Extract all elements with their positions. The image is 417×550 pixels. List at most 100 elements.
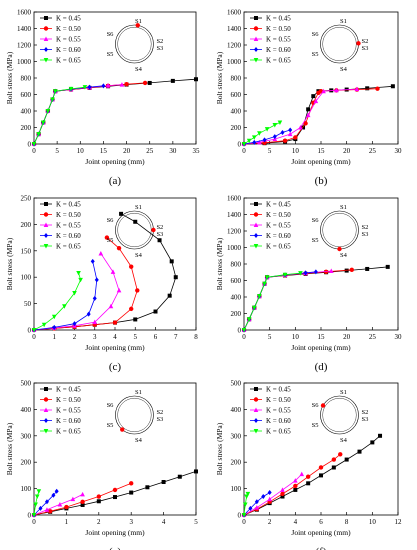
data-point xyxy=(272,134,277,140)
y-tick-label: 1000 xyxy=(227,58,242,66)
data-point xyxy=(261,494,266,500)
data-point xyxy=(133,317,138,322)
ring-label: S5 xyxy=(312,422,319,429)
data-point xyxy=(80,499,85,504)
legend-marker xyxy=(43,26,49,31)
data-point xyxy=(280,129,285,135)
data-point xyxy=(98,250,104,256)
y-tick-label: 200 xyxy=(231,124,242,132)
legend-marker xyxy=(44,233,48,238)
ring-label: S4 xyxy=(135,66,143,73)
data-point xyxy=(248,505,253,511)
x-tick-label: 20 xyxy=(343,333,351,341)
x-tick-label: 0 xyxy=(242,333,246,341)
data-point xyxy=(267,490,272,496)
data-point xyxy=(375,86,380,91)
legend-entry: K = 0.50 xyxy=(56,25,81,33)
legend-entry: K = 0.50 xyxy=(266,211,291,219)
data-point xyxy=(194,77,198,82)
data-point xyxy=(298,125,303,130)
data-point xyxy=(116,245,122,251)
data-point xyxy=(54,488,59,494)
y-tick-label: 400 xyxy=(21,406,32,414)
ring-label: S5 xyxy=(107,422,114,429)
data-point xyxy=(349,267,354,272)
data-point xyxy=(68,86,74,92)
series-0 xyxy=(242,264,390,332)
y-tick-label: 0 xyxy=(238,141,242,149)
data-point xyxy=(277,120,283,126)
data-point xyxy=(170,78,175,83)
data-point xyxy=(96,494,102,499)
data-point xyxy=(41,322,47,328)
legend-marker xyxy=(254,387,258,391)
data-point xyxy=(44,499,49,505)
legend-marker xyxy=(254,47,258,52)
x-tick-label: 5 xyxy=(134,333,138,341)
data-point xyxy=(116,287,122,293)
x-tick-label: 10 xyxy=(369,518,377,526)
ring-label: S1 xyxy=(135,18,142,25)
legend-marker xyxy=(253,222,259,227)
legend-entry: K = 0.60 xyxy=(56,46,81,54)
data-point xyxy=(246,317,252,322)
series-line xyxy=(243,272,301,331)
series-4 xyxy=(241,120,283,147)
x-axis-label: Joint opening (mm) xyxy=(85,528,145,537)
ring-label: S5 xyxy=(312,237,319,244)
y-tick-label: 1000 xyxy=(227,244,242,252)
legend-entry: K = 0.45 xyxy=(56,15,81,23)
y-tick-label: 50 xyxy=(24,300,32,308)
data-point xyxy=(72,321,77,327)
data-point xyxy=(365,266,370,271)
data-point xyxy=(52,89,58,94)
data-point xyxy=(153,309,158,314)
x-tick-label: 35 xyxy=(193,147,201,155)
y-tick-label: 100 xyxy=(21,274,32,282)
series-1 xyxy=(31,235,140,333)
plot-frame xyxy=(33,382,197,516)
series-4 xyxy=(241,491,251,518)
legend-entry: K = 0.55 xyxy=(266,222,291,230)
data-point xyxy=(262,281,267,287)
series-line xyxy=(243,269,352,331)
y-tick-label: 1000 xyxy=(17,58,32,66)
series-3 xyxy=(32,258,99,333)
y-tick-label: 300 xyxy=(231,432,242,440)
legend-entry: K = 0.60 xyxy=(266,46,291,54)
series-2 xyxy=(31,491,85,517)
ring-marker xyxy=(120,427,125,432)
data-point xyxy=(257,139,262,145)
data-point xyxy=(385,264,390,269)
data-point xyxy=(251,305,257,311)
data-point xyxy=(262,137,267,143)
legend-marker xyxy=(254,233,258,238)
ring-inner xyxy=(322,27,357,61)
x-tick-label: 10 xyxy=(292,147,300,155)
series-line xyxy=(33,84,122,145)
data-point xyxy=(264,275,270,280)
legend-entry: K = 0.50 xyxy=(266,25,291,33)
data-point xyxy=(390,84,395,89)
x-tick-label: 30 xyxy=(395,333,403,341)
x-tick-label: 0 xyxy=(32,147,36,155)
data-point xyxy=(119,82,125,87)
data-point xyxy=(36,132,41,137)
series-1 xyxy=(31,481,134,518)
ring-outer xyxy=(320,395,359,435)
ring-label: S2 xyxy=(361,224,368,231)
ring-label: S4 xyxy=(340,437,348,444)
data-point xyxy=(251,135,257,140)
data-point xyxy=(129,490,134,495)
data-point xyxy=(241,142,247,147)
y-tick-label: 400 xyxy=(231,294,242,302)
series-line xyxy=(33,491,40,516)
series-line xyxy=(33,471,197,516)
legend-marker xyxy=(254,418,258,423)
series-line xyxy=(243,271,316,331)
ring-inner xyxy=(117,212,152,247)
ring-inner xyxy=(322,398,357,433)
legend-marker xyxy=(43,244,49,249)
